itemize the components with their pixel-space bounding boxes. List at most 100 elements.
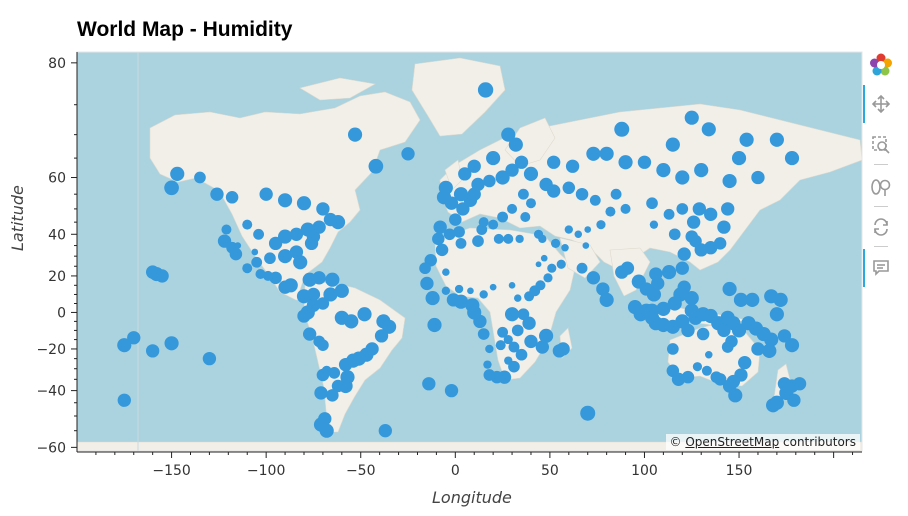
pan-tool-icon[interactable] <box>863 85 894 123</box>
city-point[interactable] <box>319 423 334 438</box>
city-point[interactable] <box>520 211 531 222</box>
city-point[interactable] <box>513 294 522 302</box>
city-point[interactable] <box>582 242 590 249</box>
city-point[interactable] <box>306 229 321 244</box>
city-point[interactable] <box>721 202 735 216</box>
city-point[interactable] <box>574 230 583 239</box>
city-point[interactable] <box>479 290 488 299</box>
city-point[interactable] <box>543 273 553 283</box>
city-point[interactable] <box>316 202 330 216</box>
city-point[interactable] <box>202 351 217 366</box>
city-point[interactable] <box>524 334 538 349</box>
city-point[interactable] <box>489 283 497 291</box>
city-point[interactable] <box>596 220 606 230</box>
city-point[interactable] <box>556 259 566 269</box>
city-point[interactable] <box>449 213 462 226</box>
box-zoom-tool-icon[interactable] <box>868 132 894 158</box>
city-point[interactable] <box>646 287 662 302</box>
city-point[interactable] <box>483 360 492 369</box>
city-point[interactable] <box>296 196 312 211</box>
city-point[interactable] <box>443 228 456 241</box>
city-point[interactable] <box>503 233 514 244</box>
city-point[interactable] <box>514 155 529 169</box>
city-point[interactable] <box>728 388 743 403</box>
city-point[interactable] <box>610 188 622 200</box>
city-point[interactable] <box>668 228 681 241</box>
city-point[interactable] <box>293 255 308 270</box>
city-point[interactable] <box>495 170 510 185</box>
city-point[interactable] <box>722 281 737 297</box>
city-point[interactable] <box>297 309 311 323</box>
city-point[interactable] <box>477 328 490 340</box>
city-point[interactable] <box>378 424 392 438</box>
map-frame[interactable] <box>77 52 862 451</box>
city-point[interactable] <box>277 249 293 264</box>
city-point[interactable] <box>675 261 689 275</box>
city-point[interactable] <box>701 122 716 137</box>
city-point[interactable] <box>762 343 777 358</box>
city-point[interactable] <box>331 379 345 393</box>
city-point[interactable] <box>217 234 232 248</box>
city-point[interactable] <box>263 270 274 281</box>
city-point[interactable] <box>704 207 718 222</box>
city-point[interactable] <box>696 327 710 341</box>
city-point[interactable] <box>493 233 504 244</box>
city-point[interactable] <box>170 166 185 181</box>
city-point[interactable] <box>784 338 800 353</box>
bokeh-logo-icon[interactable] <box>868 52 894 78</box>
city-point[interactable] <box>508 281 516 289</box>
city-point[interactable] <box>656 301 671 316</box>
city-point[interactable] <box>425 291 440 306</box>
city-point[interactable] <box>508 360 520 373</box>
city-point[interactable] <box>268 236 283 251</box>
city-point[interactable] <box>289 227 304 241</box>
city-point[interactable] <box>584 226 592 233</box>
city-point[interactable] <box>705 350 713 359</box>
city-point[interactable] <box>401 147 415 161</box>
city-point[interactable] <box>501 127 516 142</box>
city-point[interactable] <box>422 377 436 391</box>
city-point[interactable] <box>649 267 663 281</box>
city-point[interactable] <box>467 305 482 320</box>
city-point[interactable] <box>453 226 465 238</box>
city-point[interactable] <box>488 219 499 230</box>
city-point[interactable] <box>472 235 484 247</box>
city-point[interactable] <box>692 362 703 372</box>
city-point[interactable] <box>675 170 690 185</box>
city-point[interactable] <box>323 212 338 227</box>
city-point[interactable] <box>731 151 747 166</box>
city-point[interactable] <box>665 137 680 152</box>
city-point[interactable] <box>314 386 328 400</box>
city-point[interactable] <box>539 328 554 343</box>
city-point[interactable] <box>565 159 580 173</box>
city-point[interactable] <box>338 357 353 372</box>
city-point[interactable] <box>210 187 224 201</box>
city-point[interactable] <box>751 342 765 356</box>
hover-tool-icon[interactable] <box>863 249 894 287</box>
city-point[interactable] <box>550 238 561 248</box>
city-point[interactable] <box>620 203 631 214</box>
city-point[interactable] <box>663 208 675 220</box>
city-point[interactable] <box>325 272 340 287</box>
city-point[interactable] <box>681 370 695 384</box>
city-point[interactable] <box>620 261 635 275</box>
city-point[interactable] <box>221 224 232 235</box>
city-point[interactable] <box>576 262 588 274</box>
city-point[interactable] <box>561 243 569 252</box>
city-point[interactable] <box>540 254 548 262</box>
city-point[interactable] <box>458 167 472 181</box>
openstreetmap-link[interactable]: OpenStreetMap <box>685 435 780 449</box>
city-point[interactable] <box>733 292 749 307</box>
city-point[interactable] <box>677 247 691 261</box>
city-point[interactable] <box>535 280 546 291</box>
city-point[interactable] <box>454 284 464 294</box>
city-point[interactable] <box>145 344 160 358</box>
city-point[interactable] <box>686 215 701 229</box>
city-point[interactable] <box>495 340 506 351</box>
city-point[interactable] <box>442 268 450 276</box>
city-point[interactable] <box>476 224 488 235</box>
city-point[interactable] <box>667 296 682 311</box>
city-point[interactable] <box>784 151 800 166</box>
city-point[interactable] <box>764 289 779 304</box>
city-point[interactable] <box>302 327 317 341</box>
